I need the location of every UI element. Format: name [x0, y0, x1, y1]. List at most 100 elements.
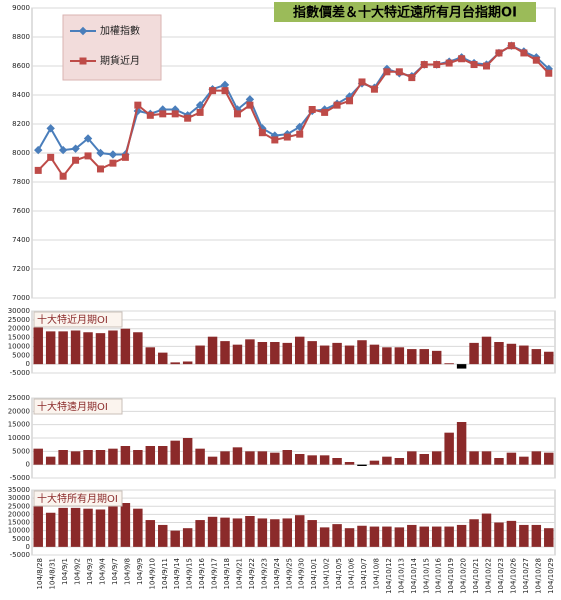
- data-point: [46, 124, 55, 133]
- y-tick-label: 5000: [12, 535, 30, 543]
- bar: [232, 518, 243, 547]
- bar: [344, 345, 355, 365]
- data-point: [84, 152, 92, 160]
- bar: [531, 451, 542, 465]
- x-tick-label: 104/9/30: [298, 558, 306, 589]
- bar: [158, 524, 168, 547]
- bar: [332, 524, 342, 547]
- panel-title: 十大特近月期OI: [37, 313, 108, 326]
- bar: [232, 447, 243, 465]
- bar: [133, 508, 143, 547]
- bar: [282, 342, 293, 365]
- bar: [120, 328, 131, 365]
- bar: [481, 513, 492, 547]
- bar: [357, 525, 367, 547]
- bar: [245, 516, 255, 547]
- legend-label: 期貨近月: [100, 54, 140, 67]
- data-point: [433, 61, 441, 69]
- bar: [232, 344, 243, 365]
- y-tick-label: 7000: [12, 294, 30, 302]
- panel-title: 十大特遠月期OI: [37, 400, 108, 413]
- y-tick-label: 10000: [8, 342, 30, 350]
- bar: [456, 422, 467, 465]
- data-point: [258, 129, 266, 137]
- bar: [444, 526, 454, 547]
- y-tick-label: 5000: [12, 351, 30, 359]
- x-tick-label: 104/8/28: [36, 558, 44, 589]
- data-point: [34, 145, 43, 155]
- bar: [58, 331, 68, 365]
- bar: [58, 450, 68, 465]
- bar: [407, 349, 417, 365]
- bar: [494, 458, 504, 465]
- bar: [145, 347, 156, 365]
- panel-title-box: [33, 398, 123, 415]
- bar: [506, 343, 517, 365]
- bar: [506, 452, 517, 465]
- x-tick-label: 104/9/25: [285, 558, 293, 589]
- y-tick-label: 30000: [8, 494, 30, 502]
- data-point: [196, 108, 204, 116]
- x-tick-label: 104/9/24: [273, 557, 281, 589]
- legend-marker: [79, 57, 87, 65]
- y-tick-label: -5000: [10, 474, 30, 482]
- data-point: [47, 153, 55, 161]
- y-tick-label: 25000: [8, 502, 30, 510]
- bar: [531, 524, 542, 547]
- bar: [83, 508, 93, 547]
- bar: [407, 451, 417, 465]
- x-tick-label: 104/10/23: [497, 558, 505, 594]
- bar: [456, 364, 467, 369]
- bar: [70, 330, 81, 365]
- data-point: [133, 106, 143, 116]
- bar: [369, 344, 380, 365]
- x-tick-label: 104/10/27: [522, 558, 530, 594]
- y-tick-label: 7600: [12, 207, 30, 215]
- x-tick-label: 104/9/7: [111, 558, 119, 585]
- data-point: [358, 78, 366, 86]
- x-tick-label: 104/9/9: [136, 558, 144, 585]
- bar: [494, 522, 504, 547]
- bar: [133, 332, 143, 365]
- bar: [270, 519, 280, 547]
- data-point: [520, 49, 528, 57]
- data-point: [296, 130, 304, 138]
- y-tick-label: 0: [26, 461, 30, 469]
- bar: [531, 349, 542, 365]
- bar: [170, 530, 180, 547]
- bar: [294, 515, 305, 547]
- data-point: [195, 100, 205, 110]
- bar: [444, 363, 454, 365]
- bar: [95, 509, 106, 547]
- data-point: [346, 97, 354, 105]
- bar: [207, 456, 218, 465]
- bar: [357, 340, 367, 365]
- panel-title-box: [33, 311, 123, 328]
- bar: [544, 528, 554, 547]
- bar: [108, 448, 118, 465]
- data-point: [209, 87, 217, 95]
- y-tick-label: 8400: [12, 91, 30, 99]
- bar: [369, 526, 380, 547]
- bar: [544, 452, 554, 465]
- bar: [270, 452, 280, 465]
- bar: [282, 518, 293, 547]
- x-tick-label: 104/9/11: [161, 558, 169, 589]
- y-tick-label: 8200: [12, 120, 30, 128]
- bar: [481, 336, 492, 365]
- bar: [481, 451, 492, 465]
- data-point: [246, 101, 254, 109]
- data-point: [458, 55, 466, 63]
- bar: [33, 319, 43, 365]
- data-point: [58, 145, 68, 155]
- chart-title: 指數價差＆十大特近遠所有月台指期OI: [293, 5, 517, 21]
- bar: [70, 507, 81, 547]
- bar: [506, 520, 517, 547]
- bar: [394, 347, 405, 365]
- bar: [195, 520, 205, 547]
- data-point: [395, 68, 403, 76]
- data-point: [159, 110, 167, 118]
- bar: [544, 351, 554, 365]
- x-tick-label: 104/10/7: [360, 558, 368, 589]
